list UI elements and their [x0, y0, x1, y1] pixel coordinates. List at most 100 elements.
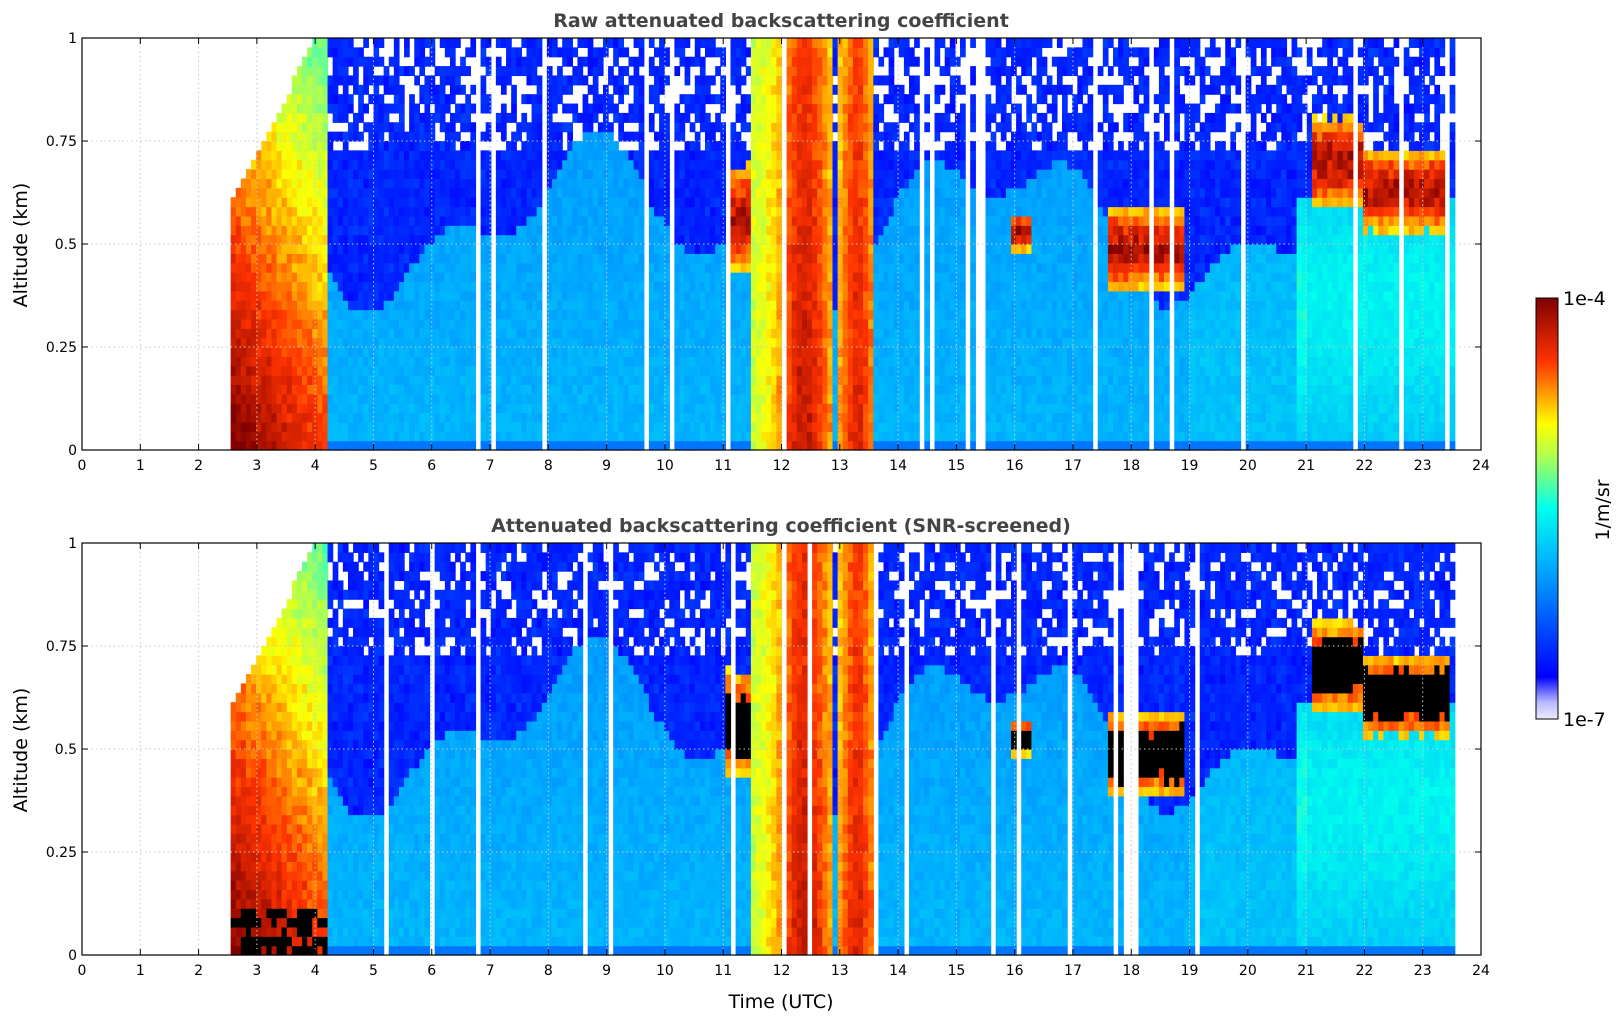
- heatmap-cell: [761, 403, 767, 414]
- heatmap-cell: [694, 56, 701, 67]
- heatmap-cell: [679, 356, 686, 367]
- heatmap-cell: [807, 337, 813, 348]
- heatmap-cell: [710, 159, 716, 170]
- heatmap-cell: [358, 318, 364, 329]
- heatmap-cell: [465, 365, 471, 376]
- heatmap-cell: [653, 328, 660, 339]
- heatmap-cell: [312, 309, 318, 320]
- heatmap-cell: [653, 412, 660, 423]
- heatmap-cell: [383, 431, 390, 442]
- heatmap-cell: [449, 244, 456, 254]
- heatmap-cell: [378, 169, 385, 180]
- heatmap-cell: [868, 215, 874, 226]
- heatmap-cell: [251, 281, 257, 292]
- heatmap-cell: [398, 206, 405, 217]
- heatmap-cell: [531, 197, 538, 208]
- heatmap-cell: [847, 94, 854, 105]
- heatmap-cell: [511, 66, 517, 77]
- heatmap-cell: [266, 206, 273, 217]
- heatmap-cell: [597, 309, 604, 320]
- heatmap-cell: [613, 244, 619, 254]
- heatmap-cell: [868, 384, 874, 395]
- heatmap-cell: [801, 215, 808, 226]
- heatmap-cell: [837, 262, 844, 273]
- heatmap-cell: [582, 234, 589, 245]
- heatmap-cell: [358, 197, 364, 208]
- heatmap-cell: [893, 38, 900, 48]
- heatmap-cell: [562, 75, 568, 86]
- heatmap-cell: [735, 318, 742, 329]
- heatmap-cell: [786, 300, 793, 311]
- heatmap-cell: [393, 318, 400, 329]
- heatmap-cell: [796, 141, 803, 151]
- heatmap-cell: [572, 337, 579, 348]
- heatmap-cell: [378, 384, 385, 395]
- heatmap-cell: [424, 94, 431, 105]
- heatmap-cell: [281, 431, 288, 442]
- heatmap-cell: [317, 56, 324, 67]
- heatmap-cell: [740, 178, 747, 189]
- heatmap-cell: [837, 215, 844, 226]
- heatmap-cell: [602, 84, 609, 95]
- heatmap-cell: [368, 75, 375, 86]
- heatmap-cell: [562, 84, 568, 95]
- heatmap-cell: [414, 272, 420, 283]
- heatmap-cell: [786, 206, 793, 217]
- heatmap-cell: [373, 356, 380, 367]
- heatmap-cell: [500, 309, 507, 320]
- heatmap-cell: [633, 403, 640, 414]
- heatmap-cell: [434, 197, 441, 208]
- heatmap-cell: [342, 393, 349, 404]
- heatmap-cell: [592, 112, 599, 123]
- heatmap-cell: [312, 75, 318, 86]
- heatmap-cell: [689, 365, 696, 376]
- heatmap-cell: [536, 309, 543, 320]
- heatmap-cell: [500, 281, 507, 292]
- heatmap-cell: [307, 281, 313, 292]
- heatmap-cell: [460, 375, 466, 386]
- heatmap-cell: [485, 272, 492, 283]
- heatmap-cell: [761, 38, 767, 48]
- heatmap-cell: [801, 440, 808, 451]
- heatmap-cell: [858, 290, 864, 301]
- heatmap-cell: [327, 290, 334, 301]
- heatmap-cell: [506, 281, 512, 292]
- heatmap-cell: [664, 131, 670, 142]
- heatmap-cell: [812, 225, 818, 236]
- heatmap-cell: [577, 66, 584, 77]
- heatmap-cell: [460, 187, 466, 198]
- heatmap-cell: [460, 206, 466, 217]
- heatmap-cell: [684, 384, 691, 395]
- heatmap-cell: [602, 187, 609, 198]
- heatmap-cell: [429, 122, 436, 133]
- heatmap-cell: [776, 356, 783, 367]
- heatmap-cell: [373, 215, 380, 226]
- heatmap-cell: [449, 300, 456, 311]
- heatmap-cell: [730, 225, 737, 236]
- heatmap-cell: [342, 253, 349, 264]
- heatmap-cell: [317, 141, 324, 151]
- raw-panel-title: Raw attenuated backscattering coefficien…: [553, 10, 1009, 32]
- heatmap-cell: [276, 365, 283, 376]
- heatmap-cell: [694, 206, 701, 217]
- heatmap-cell: [628, 197, 635, 208]
- heatmap-cell: [562, 178, 568, 189]
- heatmap-cell: [455, 281, 461, 292]
- heatmap-cell: [801, 122, 808, 133]
- heatmap-cell: [557, 403, 563, 414]
- heatmap-cell: [261, 215, 267, 226]
- heatmap-cell: [863, 159, 869, 170]
- heatmap-cell: [506, 197, 512, 208]
- heatmap-cell: [638, 421, 645, 432]
- heatmap-cell: [546, 393, 553, 404]
- heatmap-cell: [230, 347, 237, 357]
- heatmap-cell: [750, 337, 757, 348]
- heatmap-cell: [863, 244, 869, 254]
- heatmap-cell: [618, 178, 624, 189]
- heatmap-cell: [827, 356, 834, 367]
- heatmap-cell: [307, 262, 313, 273]
- heatmap-cell: [419, 365, 426, 376]
- heatmap-cell: [557, 356, 563, 367]
- heatmap-cell: [689, 328, 696, 339]
- heatmap-cell: [312, 421, 318, 432]
